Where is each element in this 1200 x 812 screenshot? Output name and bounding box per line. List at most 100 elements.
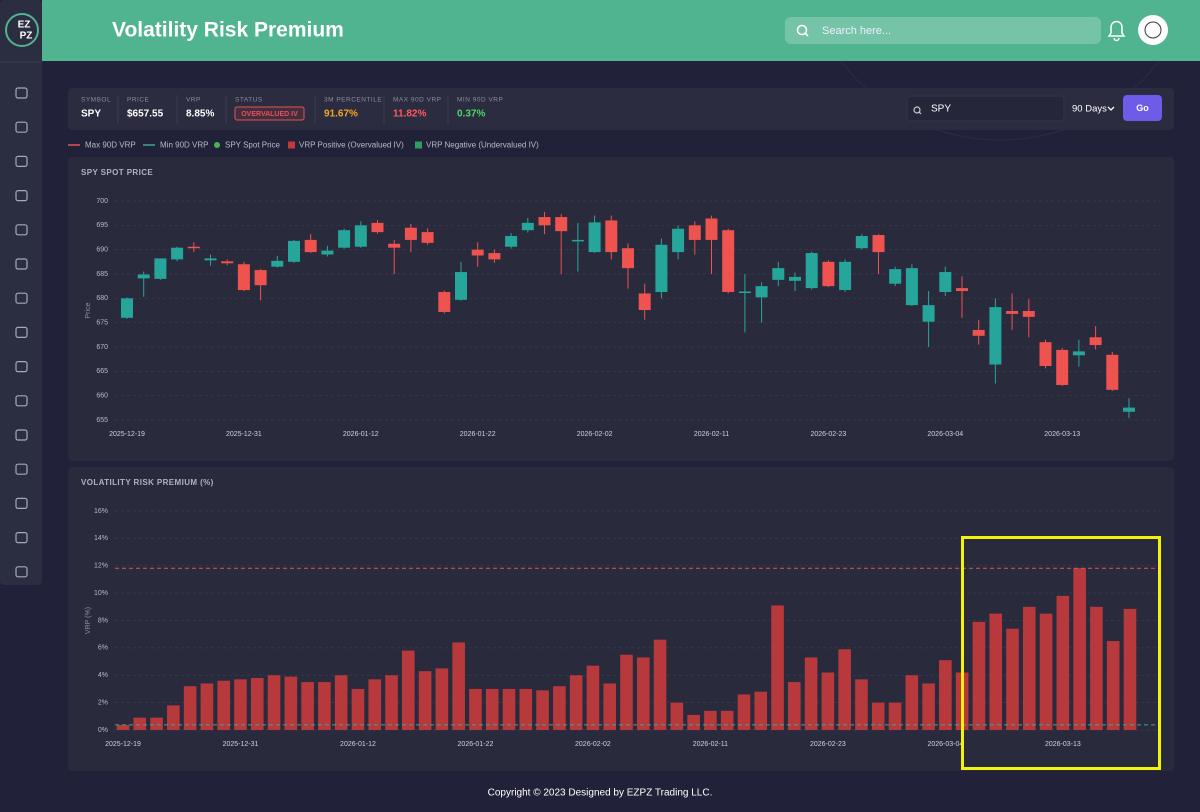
candle-body	[1123, 407, 1135, 412]
sidebar-icon[interactable]	[15, 190, 28, 202]
go-button[interactable]	[1123, 95, 1162, 121]
bar	[553, 686, 566, 730]
logo-text: PZ	[20, 31, 33, 42]
bar	[804, 657, 818, 730]
legend-swatch	[415, 141, 422, 149]
stat-value: 91.67%	[324, 109, 358, 120]
candle-body	[839, 261, 852, 291]
stat-label: PRICE	[127, 97, 150, 104]
bar	[737, 694, 751, 730]
sidebar-icon[interactable]	[15, 87, 28, 99]
bar	[351, 688, 365, 730]
candle-body	[722, 230, 735, 293]
candle-body	[738, 291, 751, 294]
sidebar-icon[interactable]	[15, 258, 28, 270]
y-tick-label: 670	[96, 344, 108, 351]
candle-body	[1039, 342, 1052, 366]
bar	[1022, 606, 1036, 730]
x-tick-label: 2026-01-12	[340, 741, 376, 748]
legend-label: SPY Spot Price	[225, 141, 281, 150]
bar	[704, 710, 717, 730]
candle-body	[388, 243, 401, 248]
bar	[636, 657, 650, 730]
candle-body	[455, 272, 467, 300]
candle-body	[672, 228, 685, 253]
sidebar-icon[interactable]	[15, 497, 28, 509]
avatar[interactable]	[1138, 15, 1168, 45]
y-tick-label: 695	[96, 222, 108, 229]
candle-body	[905, 268, 918, 306]
sidebar-icon[interactable]	[15, 292, 28, 304]
candle-body	[939, 272, 952, 293]
bar	[922, 683, 935, 730]
legend-label: VRP Positive (Overvalued IV)	[299, 141, 404, 150]
candle-body	[137, 274, 150, 279]
candle-body	[488, 253, 501, 260]
bar	[150, 717, 163, 730]
bar	[603, 683, 617, 730]
sidebar-icon[interactable]	[15, 361, 28, 373]
candle-body	[588, 222, 601, 253]
x-tick-label: 2026-03-13	[1044, 431, 1080, 438]
y-tick-label: 16%	[94, 508, 108, 515]
go-button-label: Go	[1136, 103, 1149, 113]
candle-body	[471, 249, 484, 256]
bar	[1090, 606, 1103, 730]
bar	[167, 705, 180, 730]
candle-body	[254, 270, 267, 286]
candle-body	[622, 248, 634, 269]
sidebar-icon[interactable]	[15, 326, 28, 338]
sidebar-icon[interactable]	[15, 531, 28, 544]
period-select[interactable]: 90 Days	[1072, 104, 1107, 115]
bar	[402, 650, 415, 730]
notification-bell[interactable]	[1107, 20, 1126, 42]
legend-swatch	[288, 141, 295, 149]
candle-body	[304, 239, 317, 253]
sidebar-icon[interactable]	[15, 224, 28, 236]
search-box[interactable]	[785, 17, 1101, 44]
bar	[771, 605, 784, 730]
sidebar-icon[interactable]	[15, 121, 28, 133]
bar	[334, 675, 348, 730]
stat-value: $657.55	[127, 109, 164, 120]
bar	[502, 688, 516, 730]
bar	[1006, 628, 1019, 730]
y-tick-label: 12%	[94, 563, 108, 570]
search-icon	[804, 32, 809, 37]
sidebar-icon[interactable]	[15, 429, 28, 441]
sidebar-icon[interactable]	[15, 566, 28, 578]
candle-body	[1022, 310, 1035, 317]
y-tick-label: 675	[96, 320, 108, 327]
sidebar-icon[interactable]	[15, 155, 28, 167]
stat-label: 3M PERCENTILE	[324, 97, 382, 104]
sidebar-icon[interactable]	[15, 395, 28, 407]
stat-value: OVERVALUED IV	[241, 111, 298, 118]
bar	[234, 679, 247, 730]
x-tick-label: 2026-01-22	[460, 431, 496, 438]
symbol-input[interactable]	[906, 95, 1065, 122]
symbol-input-value: SPY	[931, 104, 951, 115]
stat-value: 8.85%	[186, 109, 214, 120]
bar	[788, 682, 801, 730]
candle-body	[889, 269, 902, 284]
y-tick-label: 680	[96, 295, 108, 302]
x-tick-label: 2026-03-04	[927, 431, 963, 438]
bar	[653, 639, 667, 730]
candle-body	[538, 217, 551, 226]
bar	[972, 621, 986, 730]
y-tick-label: 685	[96, 271, 108, 278]
candle-body	[271, 260, 284, 267]
bar	[469, 688, 482, 730]
search-icon	[796, 24, 808, 36]
candle-body	[705, 218, 718, 240]
sidebar-icon[interactable]	[15, 463, 28, 475]
bar	[754, 691, 768, 730]
candle-body	[555, 217, 568, 232]
header-bar	[42, 0, 1200, 61]
bar	[217, 680, 230, 730]
x-tick-label: 2025-12-19	[109, 431, 145, 438]
bar	[368, 679, 382, 730]
x-tick-label: 2025-12-31	[223, 741, 259, 748]
x-tick-label: 2026-03-04	[927, 741, 963, 748]
